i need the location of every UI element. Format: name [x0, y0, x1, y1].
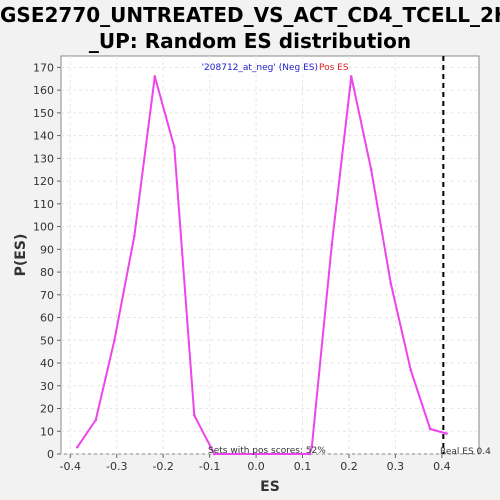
y-tick-label: 140	[33, 130, 54, 143]
data-point	[75, 445, 79, 449]
grid	[61, 56, 479, 455]
y-tick-label: 130	[33, 152, 54, 165]
legend-neg-label: '208712_at_neg' (Neg ES)	[202, 63, 318, 73]
x-tick-label: 0.2	[340, 460, 358, 473]
x-axis: -0.4 -0.3 -0.2 -0.1 0.0 0.1 0.2 0.3 0.4	[60, 454, 451, 473]
y-tick-label: 90	[40, 243, 54, 256]
x-tick-label: -0.3	[106, 460, 127, 473]
y-tick-label: 100	[33, 221, 54, 234]
data-point	[212, 452, 216, 456]
chart-title: GSE2770_UNTREATED_VS_ACT_CD4_TCELL_2H _U…	[0, 2, 500, 54]
y-tick-label: 120	[33, 175, 54, 188]
real-es-annotation: Real ES 0.4	[440, 447, 491, 457]
y-tick-label: 30	[40, 380, 54, 393]
chart-title-line2: _UP: Random ES distribution	[88, 29, 412, 53]
sets-pos-annotation: Sets with pos scores: 52%	[208, 446, 326, 456]
y-tick-label: 10	[40, 425, 54, 438]
data-point	[369, 168, 373, 172]
y-axis: 0 10 20 30 40 50 60 70 80 90 100 110 120 130 140 150 160…	[33, 61, 61, 461]
data-point	[192, 414, 196, 417]
series-layer	[75, 75, 448, 456]
y-tick-label: 150	[33, 107, 54, 120]
y-tick-label: 170	[33, 61, 54, 74]
data-point	[310, 445, 314, 449]
plot-area	[60, 55, 480, 455]
legend-pos-label: Pos ES	[319, 63, 349, 73]
y-tick-label: 110	[33, 198, 54, 211]
data-point	[133, 234, 136, 237]
x-tick-label: 0.1	[294, 460, 312, 473]
y-tick-label: 160	[33, 84, 54, 97]
y-tick-label: 70	[40, 289, 54, 302]
y-tick-label: 40	[40, 357, 54, 370]
y-tick-label: 0	[47, 448, 54, 461]
y-tick-label: 50	[40, 334, 54, 347]
data-point	[409, 368, 413, 372]
data-point	[153, 75, 157, 78]
x-tick-label: -0.2	[152, 460, 173, 473]
data-point	[445, 432, 448, 435]
x-tick-label: 0.4	[433, 460, 451, 473]
data-point	[94, 418, 98, 422]
x-tick-label: -0.1	[199, 460, 220, 473]
y-axis-title: P(ES)	[13, 234, 29, 277]
y-tick-label: 20	[40, 403, 54, 416]
y-tick-label: 80	[40, 266, 54, 279]
x-tick-label: -0.4	[60, 460, 81, 473]
data-point	[389, 282, 393, 285]
data-point	[330, 243, 334, 247]
chart-title-line1: GSE2770_UNTREATED_VS_ACT_CD4_TCELL_2H	[0, 3, 500, 27]
y-tick-label: 60	[40, 312, 54, 325]
data-point	[308, 452, 311, 456]
data-point	[349, 75, 353, 78]
data-point	[428, 427, 432, 431]
x-tick-label: 0.3	[387, 460, 405, 473]
data-point	[173, 145, 176, 149]
x-axis-title: ES	[260, 479, 280, 495]
x-tick-label: 0.0	[247, 460, 265, 473]
data-point	[113, 338, 116, 342]
